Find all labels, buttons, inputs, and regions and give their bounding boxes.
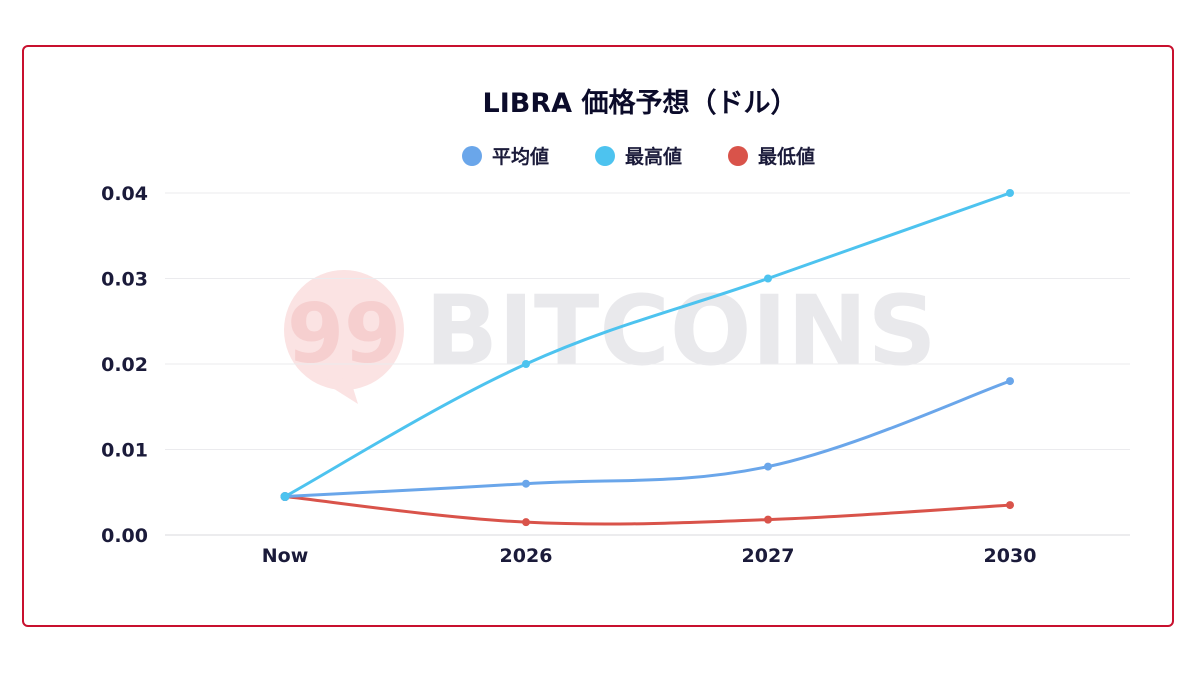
legend-swatch — [595, 146, 615, 166]
data-point — [522, 479, 530, 488]
data-point — [1006, 377, 1014, 386]
data-point — [1006, 189, 1014, 197]
data-point — [280, 492, 290, 502]
watermark: 99 BITCOINS — [284, 270, 937, 404]
series-line — [283, 495, 1012, 526]
watermark-logo: 99 — [284, 270, 404, 404]
y-tick-label: 0.01 — [101, 440, 148, 462]
data-point — [1006, 501, 1014, 510]
data-point — [764, 462, 772, 471]
y-axis: 0.00 0.01 0.02 0.03 0.04 — [101, 183, 148, 547]
y-tick-label: 0.04 — [101, 183, 148, 205]
legend-label: 最高値 — [625, 145, 682, 168]
series-line — [283, 191, 1012, 499]
x-tick-label: 2026 — [500, 545, 553, 567]
grid-lines — [165, 192, 1130, 536]
data-point — [522, 518, 530, 527]
y-tick-label: 0.02 — [101, 354, 148, 376]
y-tick-label: 0.00 — [101, 525, 148, 547]
data-point — [522, 360, 530, 368]
series-line — [283, 379, 1012, 499]
legend-swatch — [728, 146, 748, 166]
series-lines — [283, 191, 1012, 526]
series-points — [280, 189, 1014, 527]
watermark-logo-text: 99 — [287, 287, 401, 382]
legend-label: 平均値 — [492, 145, 549, 168]
data-point — [764, 274, 772, 283]
legend-swatch — [462, 146, 482, 166]
chart-title: LIBRA 価格予想（ドル） — [483, 88, 798, 119]
y-tick-label: 0.03 — [101, 269, 148, 291]
legend-label: 最低値 — [758, 145, 815, 168]
x-axis: Now 2026 2027 2030 — [262, 545, 1037, 567]
data-point — [764, 515, 772, 524]
chart-legend: 平均値 最高値 最低値 — [462, 145, 815, 168]
x-tick-label: 2027 — [742, 545, 795, 567]
x-tick-label: 2030 — [984, 545, 1037, 567]
x-tick-label: Now — [262, 545, 309, 567]
watermark-text: BITCOINS — [425, 275, 937, 387]
